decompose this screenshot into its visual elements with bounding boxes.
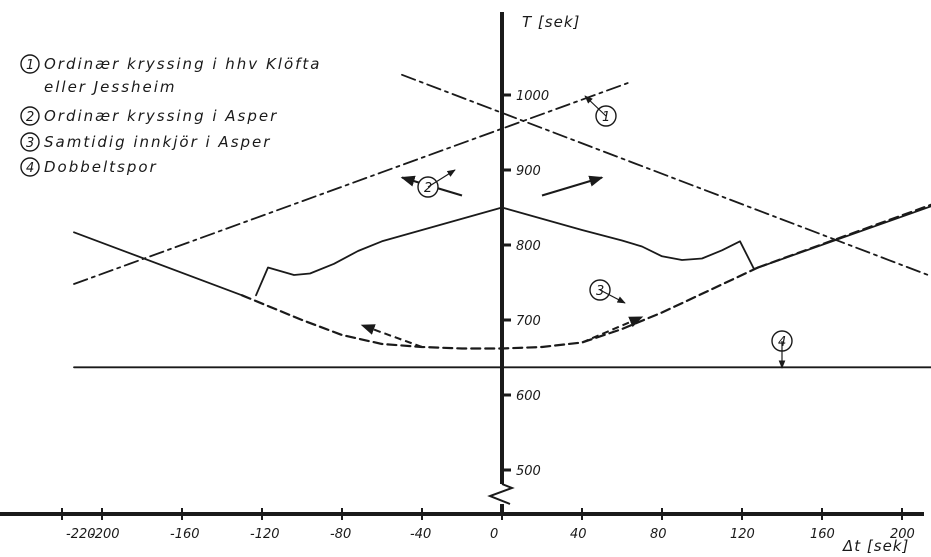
- x-tick-label: 160: [810, 527, 835, 542]
- y-tick-label: 800: [516, 239, 541, 254]
- x-tick-label: -220: [66, 527, 96, 542]
- callout-number: 3: [596, 284, 604, 299]
- series-line-3-right-extension: [756, 203, 931, 269]
- x-axis-title: Δt [sek]: [842, 537, 909, 555]
- series-line-1-falling: [401, 73, 931, 278]
- axis-break-zigzag: [487, 483, 515, 505]
- legend-marker-circle: [20, 54, 40, 74]
- x-tick-label: -200: [90, 527, 120, 542]
- series-line-2-outer-left: [73, 231, 243, 297]
- y-tick-label: 500: [516, 464, 541, 479]
- y-tick-label: 600: [516, 389, 541, 404]
- legend-item-1: 1 Ordinær kryssing i hhv Klöfta eller Je…: [20, 54, 322, 96]
- callout-1: 1: [584, 95, 617, 127]
- x-tick-label: 120: [730, 527, 755, 542]
- legend-marker-number: 2: [26, 110, 34, 125]
- legend-item-2: 2 Ordinær kryssing i Asper: [20, 106, 278, 126]
- x-tick-label: -40: [410, 527, 431, 542]
- callout-leader: [599, 289, 626, 304]
- callout-2: 2: [417, 169, 456, 198]
- arrow-curve-2-right: [541, 175, 604, 197]
- legend-label: Ordinær kryssing i Asper: [44, 107, 278, 125]
- legend-marker-number: 1: [26, 58, 34, 73]
- axes: -220-200 -160 -120 -80 -40 0 40 80 120 160 200 500 6…: [0, 12, 924, 542]
- x-tick-label: 200: [890, 527, 915, 542]
- series-line-1-rising: [73, 80, 633, 285]
- series-line-3-curve: [240, 266, 760, 350]
- y-tick-label: 700: [516, 314, 541, 329]
- y-tick-label: 900: [516, 164, 541, 179]
- legend: 1 Ordinær kryssing i hhv Klöfta eller Je…: [20, 54, 322, 177]
- legend-marker-circle: [20, 106, 40, 126]
- callout-leader: [427, 169, 456, 188]
- callout-3: 3: [589, 279, 626, 304]
- x-tick-label: -80: [330, 527, 351, 542]
- legend-label: Dobbeltspor: [44, 158, 158, 176]
- x-tick-label: -160: [170, 527, 200, 542]
- legend-marker-circle: [20, 157, 40, 177]
- legend-label-continued: eller Jessheim: [44, 78, 177, 96]
- callouts: 1 2 3 4: [417, 95, 793, 369]
- callout-4: 4: [771, 330, 793, 369]
- legend-label: Ordinær kryssing i hhv Klöfta: [44, 55, 322, 73]
- x-tick-label: 0: [490, 527, 498, 542]
- x-tick-label: -120: [250, 527, 280, 542]
- legend-marker-circle: [20, 132, 40, 152]
- legend-marker-number: 3: [26, 136, 34, 151]
- x-tick-label: 80: [650, 527, 667, 542]
- callout-leader: [584, 95, 607, 117]
- callout-number: 2: [424, 181, 432, 196]
- legend-label: Samtidig innkjör i Asper: [44, 133, 271, 151]
- y-tick-label: 1000: [516, 89, 549, 104]
- series-layer: [73, 73, 931, 369]
- legend-item-4: 4 Dobbeltspor: [20, 157, 158, 177]
- legend-item-3: 3 Samtidig innkjör i Asper: [20, 132, 271, 152]
- callout-number: 1: [602, 110, 610, 125]
- legend-marker-number: 4: [26, 161, 34, 176]
- series-line-2-apex: [255, 206, 755, 297]
- y-axis-title: T [sek]: [522, 13, 580, 31]
- x-tick-label: 40: [570, 527, 587, 542]
